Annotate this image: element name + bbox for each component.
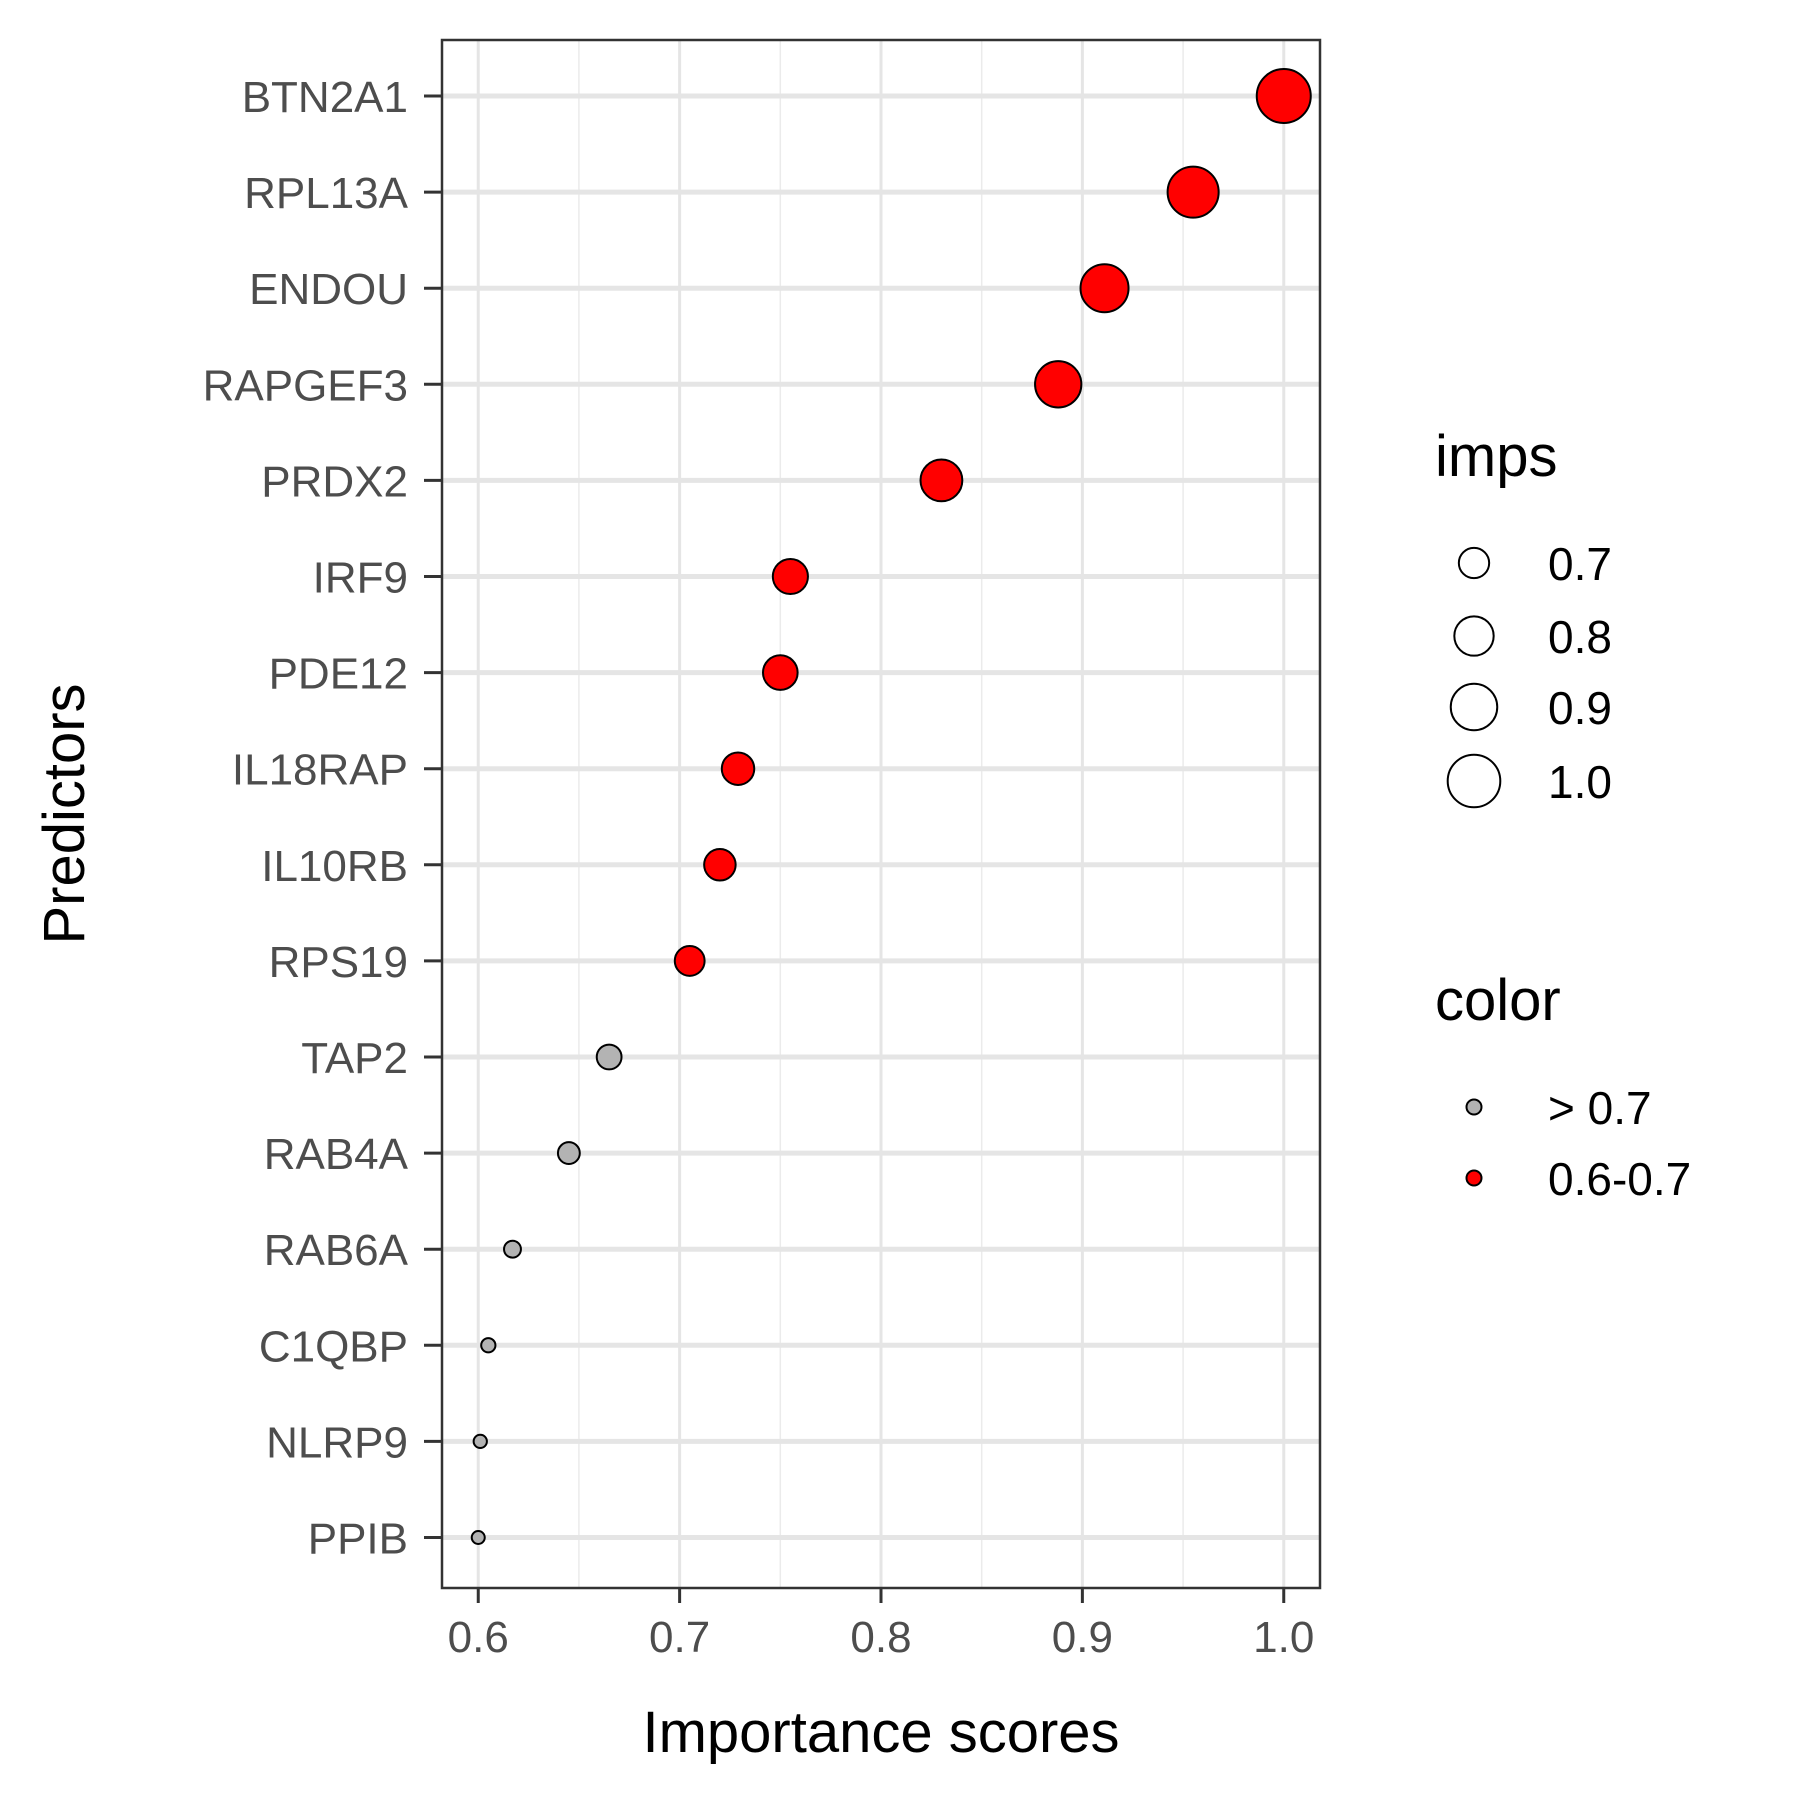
color-legend-label: > 0.7 <box>1548 1082 1652 1134</box>
color-legend-key <box>1465 1169 1483 1187</box>
y-tick-label: PDE12 <box>269 650 408 699</box>
grid-minor <box>578 40 1184 1588</box>
color-legend-label: 0.6-0.7 <box>1548 1153 1691 1205</box>
y-tick-label: TAP2 <box>301 1034 408 1083</box>
data-point-nlrp9 <box>472 1433 488 1450</box>
y-tick-label: RAB6A <box>264 1226 409 1275</box>
color-legend-key <box>1465 1098 1483 1116</box>
y-tick-label: PPIB <box>308 1515 408 1564</box>
size-legend-key <box>1453 615 1495 657</box>
y-tick-label: IL18RAP <box>232 746 408 795</box>
y-tick-label: BTN2A1 <box>242 73 408 122</box>
data-point-c1qbp <box>480 1337 497 1354</box>
data-point-tap2 <box>595 1043 623 1071</box>
size-legend-label: 0.7 <box>1548 538 1612 590</box>
x-axis-title: Importance scores <box>642 1700 1119 1765</box>
data-point-pde12 <box>761 654 799 691</box>
y-tick-label: C1QBP <box>259 1322 408 1371</box>
size-legend-label: 1.0 <box>1548 756 1612 808</box>
y-tick-label: RPS19 <box>269 938 408 987</box>
size-legend-key <box>1449 682 1499 732</box>
x-tick-label: 0.8 <box>850 1613 911 1662</box>
size-legend-label: 0.9 <box>1548 682 1612 734</box>
color-legend: > 0.7 0.6-0.7 <box>1465 1082 1691 1205</box>
y-axis: BTN2A1 RPL13A ENDOU RAPGEF3 PRDX2 IRF9 PDE12 IL… <box>203 73 442 1564</box>
size-legend-label: 0.8 <box>1548 611 1612 663</box>
points <box>470 68 1312 1545</box>
x-axis: 0.6 0.7 0.8 0.9 1.0 <box>448 1588 1314 1662</box>
y-tick-label: PRDX2 <box>261 457 408 506</box>
size-legend-key <box>1446 753 1502 809</box>
x-tick-label: 0.9 <box>1052 1613 1113 1662</box>
color-legend-title: color <box>1435 968 1561 1033</box>
data-point-ppib <box>470 1530 486 1545</box>
y-tick-label: RAB4A <box>264 1130 409 1179</box>
y-tick-label: IRF9 <box>313 554 408 603</box>
size-legend: 0.7 0.8 0.9 1.0 <box>1446 538 1612 809</box>
data-point-rpl13a <box>1166 165 1220 219</box>
data-point-irf9 <box>771 557 809 596</box>
data-point-il10rb <box>703 848 737 882</box>
data-point-il18rap <box>720 751 756 786</box>
data-point-rab4a <box>556 1141 581 1166</box>
x-tick-label: 0.7 <box>649 1613 710 1662</box>
y-tick-label: IL10RB <box>261 842 408 891</box>
data-point-btn2a1 <box>1255 68 1312 124</box>
data-point-rab6a <box>503 1239 522 1259</box>
y-tick-label: RAPGEF3 <box>203 361 408 410</box>
y-tick-label: RPL13A <box>244 169 409 218</box>
y-tick-label: ENDOU <box>249 265 408 314</box>
x-tick-label: 1.0 <box>1253 1613 1314 1662</box>
data-point-endou <box>1079 263 1130 314</box>
data-point-rapgef3 <box>1034 360 1083 409</box>
data-point-prdx2 <box>919 458 964 503</box>
data-point-rps19 <box>673 944 706 977</box>
size-legend-title: imps <box>1435 424 1557 489</box>
x-tick-label: 0.6 <box>448 1613 509 1662</box>
size-legend-key <box>1457 546 1491 580</box>
y-axis-title: Predictors <box>32 683 97 944</box>
y-tick-label: NLRP9 <box>266 1418 408 1467</box>
